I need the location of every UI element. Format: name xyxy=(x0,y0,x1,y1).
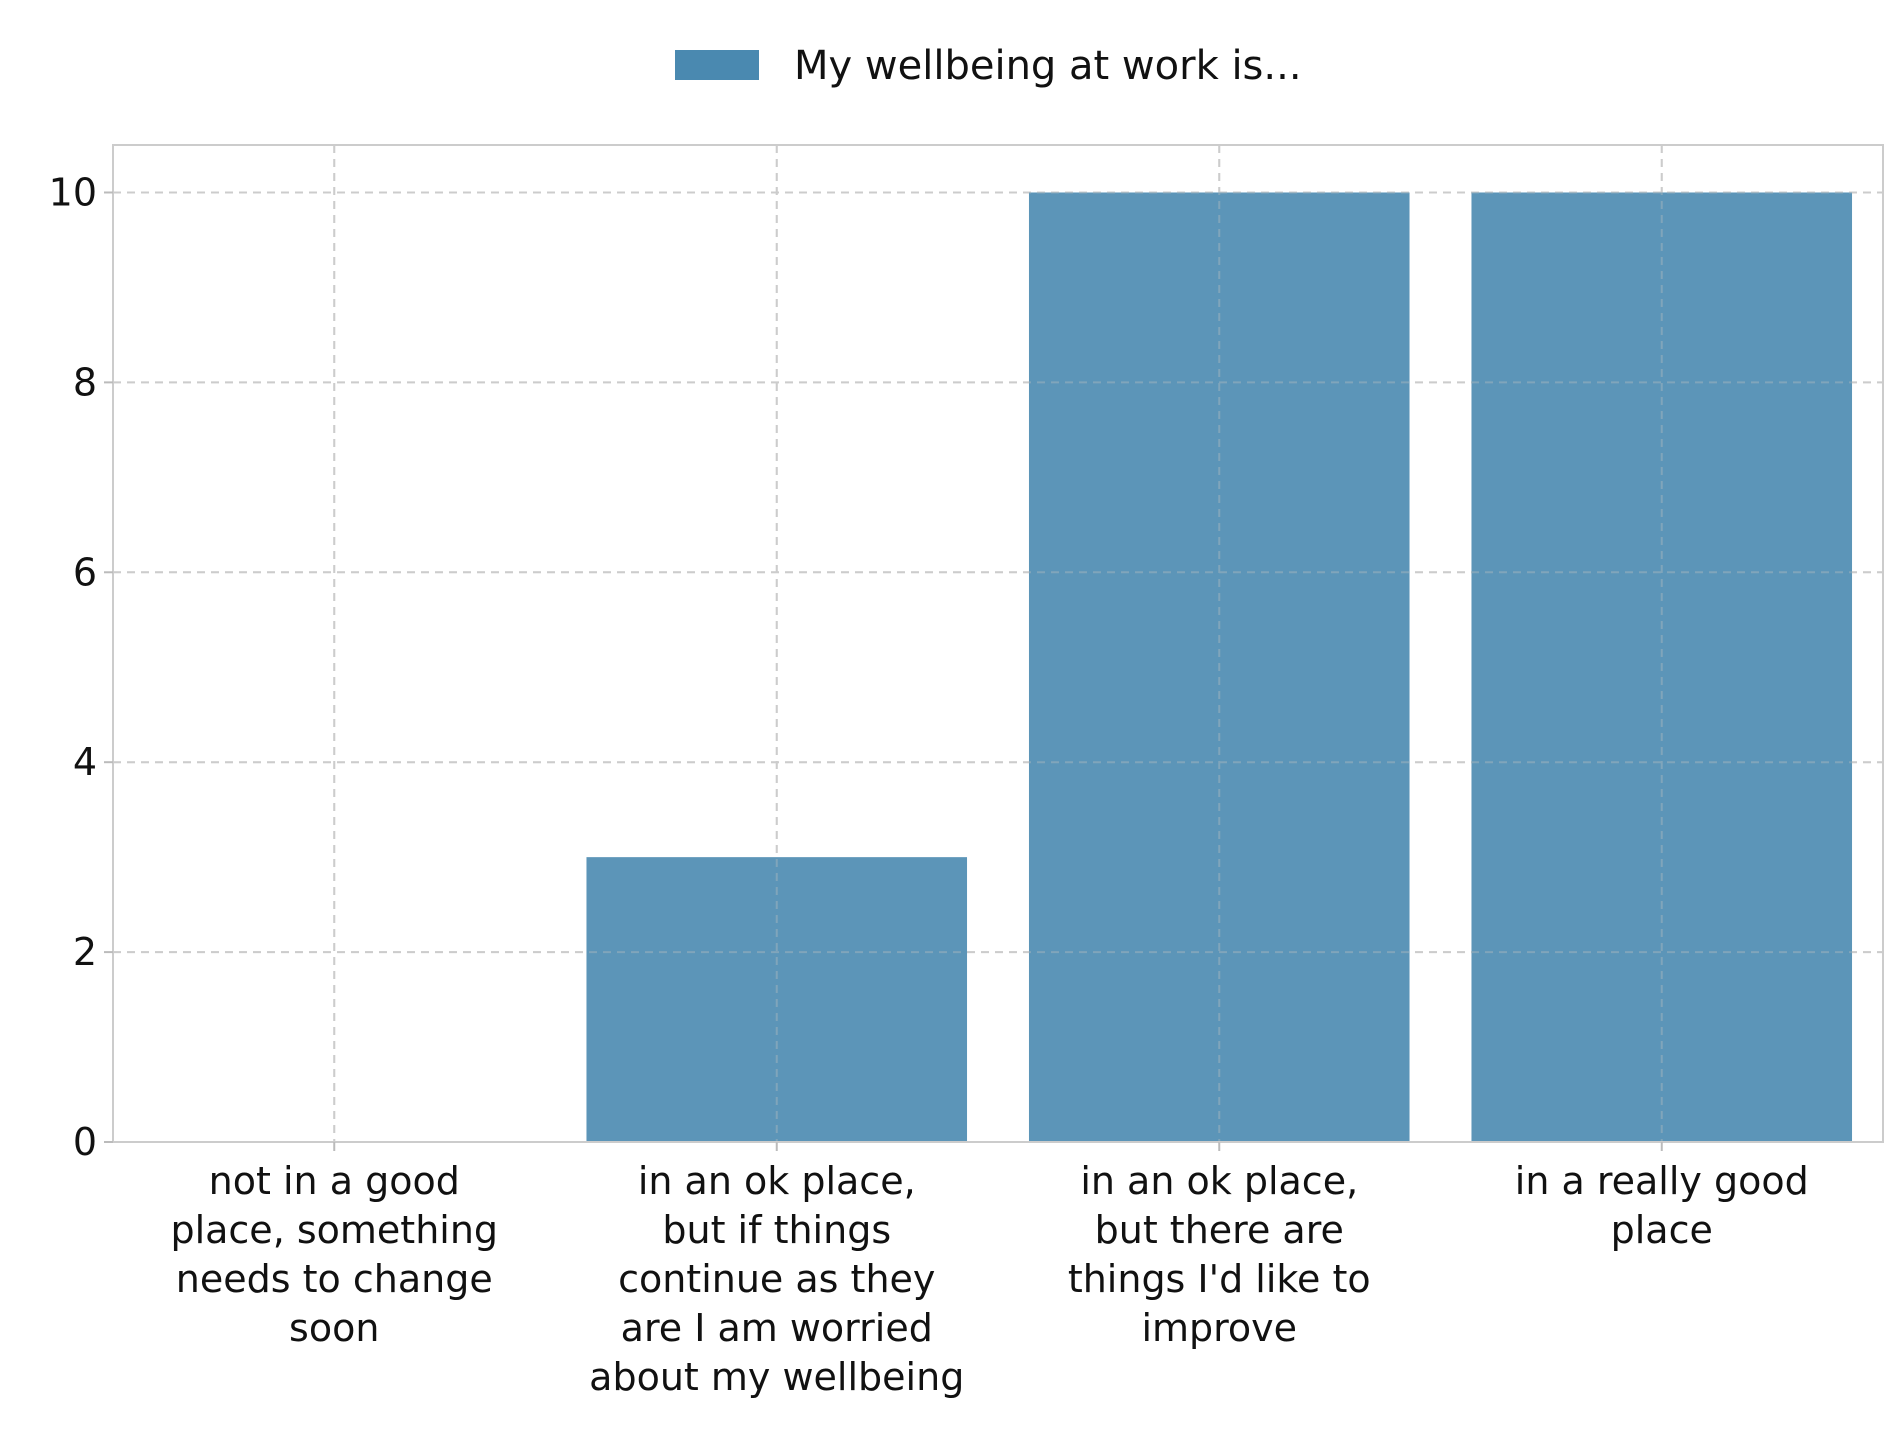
legend-label: My wellbeing at work is... xyxy=(794,43,1302,89)
bars xyxy=(586,192,1853,1142)
y-tick-label: 10 xyxy=(49,170,97,214)
y-tick-label: 8 xyxy=(73,360,97,404)
bar-2 xyxy=(586,857,968,1142)
grid-overlay xyxy=(113,145,1883,1143)
x-tick-label-line: but there are xyxy=(1095,1208,1344,1252)
x-tick-label: not in a good place, something needs to ch… xyxy=(170,1159,498,1350)
y-axis: 0 2 4 6 8 10 xyxy=(49,170,113,1164)
y-tick-label: 0 xyxy=(73,1120,97,1164)
x-tick-label-line: in a really good xyxy=(1515,1159,1809,1203)
y-tick-label: 4 xyxy=(73,740,97,784)
x-tick-label-line: not in a good xyxy=(209,1159,460,1203)
plot-frame xyxy=(112,144,1884,1143)
x-tick-label-line: things I'd like to xyxy=(1068,1257,1371,1301)
x-tick-label-line: place, something xyxy=(170,1208,498,1252)
x-tick-label-line: are I am worried xyxy=(621,1306,933,1350)
legend: My wellbeing at work is... xyxy=(675,43,1302,89)
legend-swatch xyxy=(675,50,759,80)
x-tick-label-line: about my wellbeing xyxy=(589,1355,964,1399)
x-axis: not in a good place, something needs to ch… xyxy=(170,1142,1809,1399)
x-tick-label-line: but if things xyxy=(662,1208,891,1252)
bar-3 xyxy=(1028,192,1410,1142)
y-tick-label: 2 xyxy=(73,930,97,974)
x-tick-label-line: needs to change xyxy=(176,1257,493,1301)
x-tick-label-line: in an ok place, xyxy=(638,1159,916,1203)
x-tick-label-line: in an ok place, xyxy=(1080,1159,1358,1203)
x-tick-label: in an ok place, but there are things I'd l… xyxy=(1068,1159,1371,1350)
x-tick-label-line: place xyxy=(1611,1208,1713,1252)
x-tick-label-line: soon xyxy=(289,1306,379,1350)
x-tick-label-line: improve xyxy=(1141,1306,1297,1350)
x-tick-label: in an ok place, but if things continue as … xyxy=(589,1159,964,1399)
x-tick-label: in a really good place xyxy=(1515,1159,1809,1252)
bar-4 xyxy=(1471,192,1853,1142)
y-tick-label: 6 xyxy=(73,550,97,594)
x-tick-label-line: continue as they xyxy=(618,1257,935,1301)
